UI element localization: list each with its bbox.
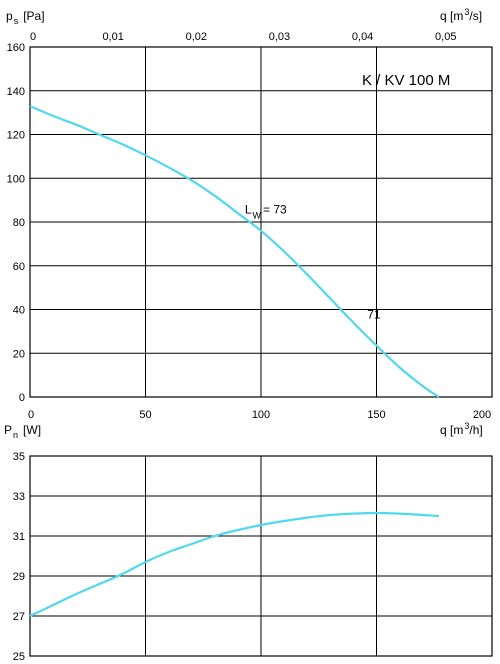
pressure-y-tick-label: 120 bbox=[7, 130, 25, 142]
power-y-ticks: 25 27 29 31 33 35 bbox=[13, 451, 25, 663]
power-y-tick-label: 33 bbox=[13, 491, 25, 503]
top-flow-tick-label: 0,03 bbox=[269, 31, 290, 43]
top-flow-axis-label: q [m3/s] bbox=[440, 7, 482, 23]
power-grid bbox=[30, 456, 492, 656]
pressure-y-tick-label: 160 bbox=[7, 42, 25, 54]
top-flow-tick-label: 0 bbox=[30, 31, 36, 43]
flow-axis-label: q [m3/h] bbox=[440, 421, 483, 437]
pressure-curve bbox=[29, 105, 440, 398]
pressure-y-tick-label: 80 bbox=[13, 217, 25, 229]
lw-71-label: 71 bbox=[367, 307, 381, 321]
power-chart: 25 27 29 31 33 35 Pn [W] q [m3/h] bbox=[4, 421, 493, 663]
pressure-axis-label: ps [Pa] bbox=[6, 9, 45, 26]
pressure-chart: 0 20 40 60 80 100 120 140 160 0 50 100 150 200 0 0,01… bbox=[6, 7, 493, 421]
pressure-y-tick-label: 20 bbox=[13, 348, 25, 360]
power-curve bbox=[29, 511, 439, 617]
pressure-x-ticks: 0 50 100 150 200 bbox=[28, 409, 491, 421]
top-flow-tick-label: 0,01 bbox=[102, 31, 123, 43]
lw-73-label: LW = 73 bbox=[245, 202, 287, 220]
pressure-y-tick-label: 100 bbox=[7, 173, 25, 185]
flow-x-tick-label: 100 bbox=[252, 409, 270, 421]
flow-x-tick-label: 0 bbox=[28, 409, 34, 421]
power-y-tick-label: 29 bbox=[13, 571, 25, 583]
power-axis-label: Pn [W] bbox=[4, 423, 41, 440]
power-y-tick-label: 27 bbox=[13, 611, 25, 623]
flow-x-tick-label: 50 bbox=[139, 409, 151, 421]
top-flow-tick-label: 0,02 bbox=[186, 31, 207, 43]
pressure-grid bbox=[30, 47, 492, 397]
pressure-y-tick-label: 0 bbox=[19, 392, 25, 404]
chart-title: K / KV 100 M bbox=[362, 72, 450, 89]
top-flow-tick-label: 0,04 bbox=[352, 31, 373, 43]
power-y-tick-label: 31 bbox=[13, 531, 25, 543]
pressure-y-tick-label: 60 bbox=[13, 261, 25, 273]
top-flow-tick-label: 0,05 bbox=[435, 31, 456, 43]
top-flow-ticks: 0 0,01 0,02 0,03 0,04 0,05 bbox=[30, 31, 456, 43]
power-y-tick-label: 25 bbox=[13, 651, 25, 663]
pressure-y-ticks: 0 20 40 60 80 100 120 140 160 bbox=[7, 42, 25, 404]
pressure-y-tick-label: 40 bbox=[13, 305, 25, 317]
flow-x-tick-label: 200 bbox=[473, 409, 491, 421]
pressure-plot-frame bbox=[29, 46, 493, 398]
power-plot-frame bbox=[29, 455, 493, 657]
power-y-tick-label: 35 bbox=[13, 451, 25, 463]
sound-level-labels: LW = 73 71 bbox=[245, 202, 381, 321]
pressure-y-tick-label: 140 bbox=[7, 86, 25, 98]
flow-x-tick-label: 150 bbox=[367, 409, 385, 421]
